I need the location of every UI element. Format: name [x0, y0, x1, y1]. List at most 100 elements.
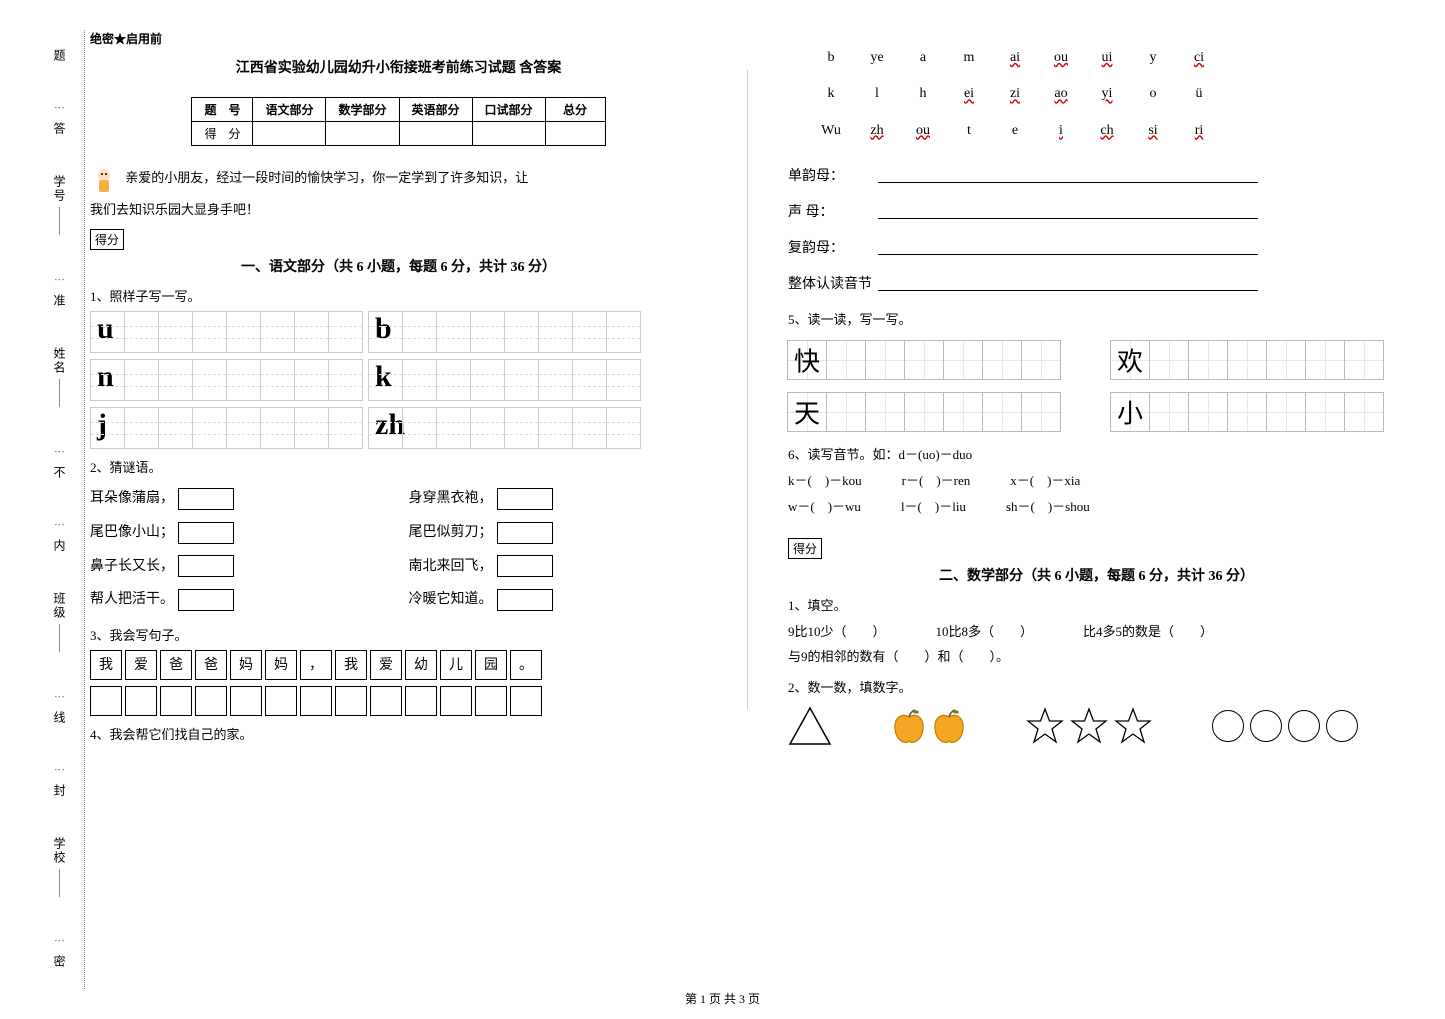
- han-cell[interactable]: 小: [1110, 392, 1150, 432]
- han-cell[interactable]: [904, 392, 944, 432]
- han-cell[interactable]: [982, 340, 1022, 380]
- writing-cell[interactable]: zh: [368, 407, 403, 449]
- writing-cell[interactable]: [470, 359, 505, 401]
- char-box-empty[interactable]: [195, 686, 227, 716]
- char-box-empty[interactable]: [125, 686, 157, 716]
- writing-cell[interactable]: n: [90, 359, 125, 401]
- writing-cell[interactable]: [294, 359, 329, 401]
- han-cell[interactable]: [1344, 340, 1384, 380]
- char-box-empty[interactable]: [335, 686, 367, 716]
- char-box-empty[interactable]: [160, 686, 192, 716]
- writing-cell[interactable]: [504, 359, 539, 401]
- han-cell[interactable]: 天: [787, 392, 827, 432]
- writing-cell[interactable]: b: [368, 311, 403, 353]
- writing-cell[interactable]: [538, 407, 573, 449]
- writing-cell[interactable]: [436, 407, 471, 449]
- writing-cell[interactable]: [260, 407, 295, 449]
- riddle-answer-box[interactable]: [497, 522, 553, 544]
- char-box-empty[interactable]: [510, 686, 542, 716]
- writing-cell[interactable]: [572, 311, 607, 353]
- blank-line[interactable]: [878, 203, 1258, 219]
- writing-cell[interactable]: [158, 359, 193, 401]
- writing-cell[interactable]: [328, 311, 363, 353]
- writing-cell[interactable]: [606, 311, 641, 353]
- writing-cell[interactable]: [226, 407, 261, 449]
- han-cell[interactable]: [943, 340, 983, 380]
- writing-cell[interactable]: [192, 311, 227, 353]
- han-cell[interactable]: [1344, 392, 1384, 432]
- writing-cell[interactable]: [470, 311, 505, 353]
- han-cell[interactable]: [826, 392, 866, 432]
- writing-cell[interactable]: [436, 359, 471, 401]
- riddle-answer-box[interactable]: [178, 589, 234, 611]
- char-box-empty[interactable]: [230, 686, 262, 716]
- char-box-empty[interactable]: [405, 686, 437, 716]
- writing-cell[interactable]: [260, 311, 295, 353]
- writing-cell[interactable]: [294, 407, 329, 449]
- char-box-empty[interactable]: [475, 686, 507, 716]
- writing-cell[interactable]: u: [90, 311, 125, 353]
- han-cell[interactable]: [1305, 340, 1345, 380]
- writing-cell[interactable]: [436, 311, 471, 353]
- han-cell[interactable]: [1021, 392, 1061, 432]
- blank-line[interactable]: [878, 167, 1258, 183]
- char-box-empty[interactable]: [440, 686, 472, 716]
- char-box-empty[interactable]: [90, 686, 122, 716]
- writing-cell[interactable]: [538, 311, 573, 353]
- han-cell[interactable]: [1021, 340, 1061, 380]
- writing-cell[interactable]: [226, 311, 261, 353]
- riddle-answer-box[interactable]: [497, 555, 553, 577]
- han-cell[interactable]: [865, 392, 905, 432]
- writing-cell[interactable]: [470, 407, 505, 449]
- writing-cell[interactable]: [402, 311, 437, 353]
- han-cell[interactable]: [1149, 340, 1189, 380]
- char-box-empty[interactable]: [265, 686, 297, 716]
- han-cell[interactable]: [904, 340, 944, 380]
- han-cell[interactable]: 快: [787, 340, 827, 380]
- writing-cell[interactable]: [226, 359, 261, 401]
- riddle-answer-box[interactable]: [497, 488, 553, 510]
- han-cell[interactable]: [1266, 392, 1306, 432]
- blank-line[interactable]: [878, 275, 1258, 291]
- riddle-answer-box[interactable]: [178, 522, 234, 544]
- writing-cell[interactable]: [124, 407, 159, 449]
- riddle-answer-box[interactable]: [178, 488, 234, 510]
- han-cell[interactable]: [1227, 340, 1267, 380]
- writing-cell[interactable]: [328, 359, 363, 401]
- writing-cell[interactable]: [606, 359, 641, 401]
- writing-cell[interactable]: [402, 407, 437, 449]
- writing-cell[interactable]: [328, 407, 363, 449]
- han-cell[interactable]: [1188, 392, 1228, 432]
- han-cell[interactable]: [1149, 392, 1189, 432]
- han-cell[interactable]: [1266, 340, 1306, 380]
- writing-cell[interactable]: j: [90, 407, 125, 449]
- writing-cell[interactable]: [572, 407, 607, 449]
- han-cell[interactable]: [865, 340, 905, 380]
- char-box-empty[interactable]: [370, 686, 402, 716]
- riddle-answer-box[interactable]: [178, 555, 234, 577]
- writing-cell[interactable]: k: [368, 359, 403, 401]
- writing-cell[interactable]: [260, 359, 295, 401]
- han-cell[interactable]: [826, 340, 866, 380]
- writing-cell[interactable]: [158, 311, 193, 353]
- writing-cell[interactable]: [192, 359, 227, 401]
- writing-cell[interactable]: [294, 311, 329, 353]
- writing-cell[interactable]: [402, 359, 437, 401]
- riddle-answer-box[interactable]: [497, 589, 553, 611]
- han-cell[interactable]: [943, 392, 983, 432]
- writing-cell[interactable]: [192, 407, 227, 449]
- writing-cell[interactable]: [504, 407, 539, 449]
- han-cell[interactable]: [1305, 392, 1345, 432]
- writing-cell[interactable]: [124, 311, 159, 353]
- han-cell[interactable]: [1227, 392, 1267, 432]
- writing-cell[interactable]: [124, 359, 159, 401]
- writing-cell[interactable]: [504, 311, 539, 353]
- char-box-empty[interactable]: [300, 686, 332, 716]
- writing-cell[interactable]: [572, 359, 607, 401]
- han-cell[interactable]: [1188, 340, 1228, 380]
- han-cell[interactable]: 欢: [1110, 340, 1150, 380]
- writing-cell[interactable]: [538, 359, 573, 401]
- blank-line[interactable]: [878, 239, 1258, 255]
- writing-cell[interactable]: [606, 407, 641, 449]
- writing-cell[interactable]: [158, 407, 193, 449]
